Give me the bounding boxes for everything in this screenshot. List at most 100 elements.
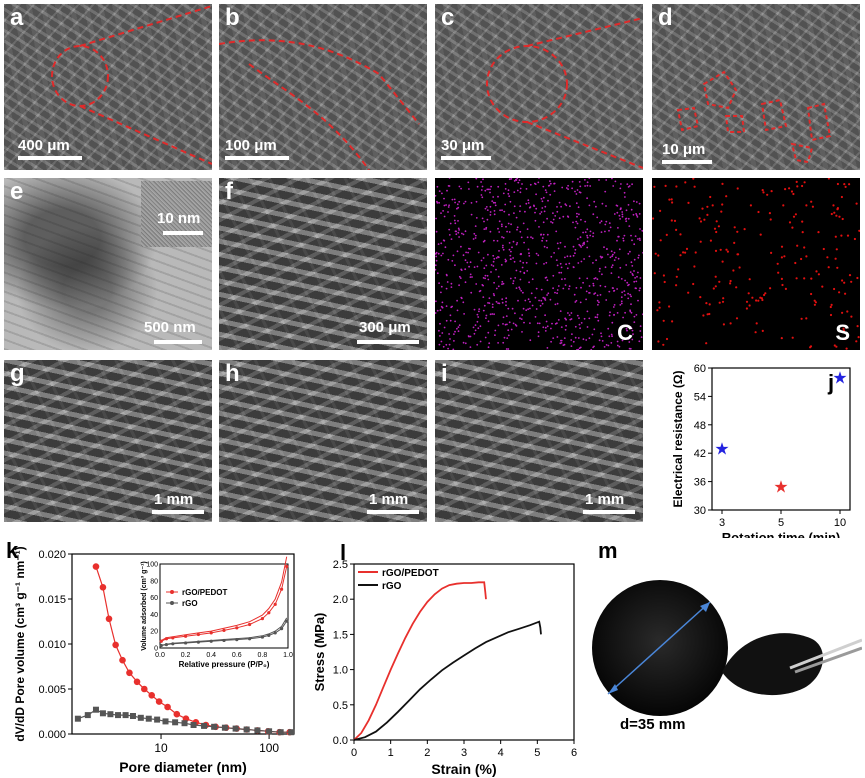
eds-carbon-dot	[501, 225, 503, 228]
eds-sulfur-dot	[838, 291, 841, 294]
eds-carbon-dot	[631, 265, 634, 267]
eds-sulfur-dot	[762, 191, 765, 194]
eds-carbon-dot	[476, 320, 479, 323]
eds-carbon-dot	[513, 212, 515, 214]
data-point	[190, 722, 197, 728]
eds-carbon-dot	[544, 326, 547, 329]
eds-carbon-dot	[557, 319, 560, 321]
eds-carbon-dot	[560, 339, 562, 342]
eds-carbon-dot	[626, 281, 629, 284]
eds-carbon-dot	[610, 333, 613, 336]
eds-carbon-dot	[583, 243, 586, 245]
eds-sulfur-dot	[827, 178, 830, 180]
eds-carbon-dot	[574, 248, 577, 251]
eds-carbon-dot	[535, 207, 538, 210]
panel-c: c 30 μm	[435, 4, 643, 170]
panel-eds-sulfur: S	[652, 178, 860, 350]
tweezers	[789, 638, 862, 670]
eds-carbon-dot	[490, 271, 492, 273]
eds-carbon-dot	[508, 213, 510, 216]
eds-sulfur-dot	[766, 193, 769, 196]
x-tick-label: 3	[719, 517, 725, 529]
eds-carbon-dot	[572, 340, 575, 343]
eds-carbon-dot	[578, 277, 581, 280]
eds-carbon-dot	[518, 286, 521, 289]
eds-carbon-dot	[552, 218, 555, 221]
eds-carbon-dot	[498, 250, 500, 252]
eds-carbon-dot	[576, 189, 579, 191]
inset-data-point	[285, 619, 289, 623]
eds-sulfur-dot	[682, 251, 685, 254]
eds-carbon-dot	[516, 228, 518, 231]
eds-carbon-dot	[497, 324, 500, 327]
eds-carbon-dot	[618, 214, 621, 217]
eds-carbon-dot	[535, 193, 537, 196]
eds-carbon-dot	[635, 314, 638, 316]
eds-sulfur-dot	[801, 231, 804, 234]
eds-sulfur-dot	[663, 280, 666, 284]
eds-carbon-dot	[445, 273, 448, 276]
eds-carbon-dot	[469, 261, 472, 264]
eds-carbon-dot	[454, 320, 456, 323]
eds-carbon-dot	[462, 341, 465, 344]
eds-carbon-dot	[556, 289, 559, 291]
eds-sulfur-dot	[838, 215, 841, 218]
eds-carbon-dot	[464, 342, 467, 345]
inset-legend-marker	[170, 601, 174, 605]
eds-sulfur-dot	[701, 207, 704, 210]
eds-carbon-dot	[607, 327, 610, 330]
eds-carbon-dot	[596, 216, 599, 219]
eds-carbon-dot	[584, 179, 586, 181]
eds-carbon-dot	[631, 338, 634, 341]
eds-carbon-dot	[445, 287, 448, 290]
eds-carbon-dot	[484, 189, 487, 192]
data-point	[232, 725, 239, 732]
eds-sulfur-dot	[658, 306, 661, 309]
eds-carbon-dot	[468, 188, 470, 190]
eds-carbon-dot	[456, 203, 459, 206]
eds-carbon-dot	[571, 180, 574, 183]
eds-carbon-dot	[583, 241, 585, 244]
data-point	[99, 584, 107, 591]
eds-carbon-dot	[494, 334, 496, 336]
eds-sulfur-dot	[714, 249, 718, 252]
eds-sulfur-dot	[792, 215, 796, 218]
eds-carbon-dot	[594, 292, 597, 294]
eds-sulfur-dot	[736, 187, 739, 190]
eds-carbon-dot	[483, 239, 486, 242]
eds-carbon-dot	[535, 262, 538, 265]
eds-sulfur-dot	[840, 195, 843, 199]
eds-carbon-dot	[588, 285, 591, 287]
eds-carbon-dot	[487, 302, 489, 304]
inset-x-tick-label: 0.6	[232, 652, 242, 659]
eds-carbon-dot	[520, 289, 523, 292]
eds-carbon-dot	[453, 198, 456, 201]
inset-data-point	[280, 587, 284, 591]
eds-carbon-dot	[513, 205, 516, 208]
eds-sulfur-dot	[715, 220, 718, 223]
y-tick-label: 0.015	[38, 594, 66, 606]
eds-sulfur-dot	[780, 277, 783, 280]
eds-carbon-dot	[482, 257, 485, 259]
eds-carbon-dot	[571, 333, 573, 335]
eds-sulfur-dot	[780, 256, 783, 259]
eds-sulfur-dot	[735, 317, 739, 320]
eds-carbon-dot	[486, 274, 489, 277]
data-point-star: ★	[773, 477, 788, 496]
panel-i-scale-text: 1 mm	[585, 491, 625, 508]
eds-carbon-dot	[492, 196, 495, 198]
eds-carbon-dot	[483, 228, 486, 230]
eds-carbon-dot	[493, 239, 495, 242]
inset-data-point	[235, 638, 239, 642]
eds-carbon-dot	[598, 301, 600, 304]
eds-carbon-dot	[615, 256, 617, 259]
eds-sulfur-dot	[841, 217, 844, 221]
eds-sulfur-dot	[726, 250, 729, 253]
eds-carbon-dot	[501, 283, 503, 286]
inset-data-point	[267, 633, 271, 637]
eds-carbon-dot	[507, 192, 510, 195]
eds-carbon-dot	[540, 299, 543, 302]
eds-sulfur-dot	[843, 281, 846, 284]
data-point	[201, 722, 208, 729]
